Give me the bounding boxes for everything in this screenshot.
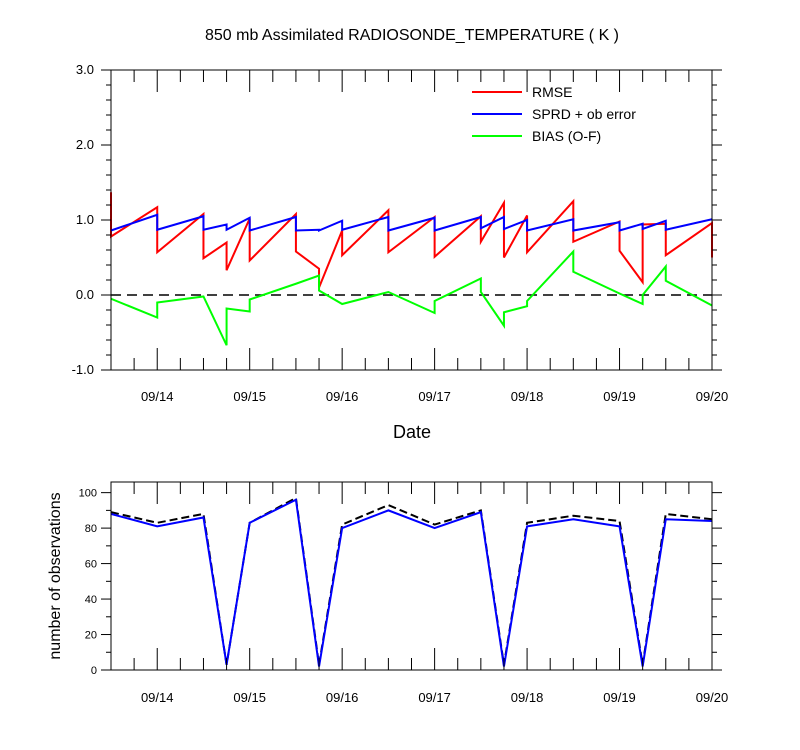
top-x-tick-labels: 09/14 09/15 09/16 09/17 09/18 09/19 09/20 (141, 389, 728, 404)
x-tick-label: 09/19 (603, 690, 636, 705)
x-tick-label: 09/14 (141, 389, 174, 404)
series-line-rmse (110, 192, 713, 288)
top-ticks (101, 69, 722, 371)
y-tick-label: 1.0 (76, 212, 94, 227)
y-tick-label: 20 (85, 630, 97, 642)
series-line-bias-o-f (110, 248, 713, 346)
chart-title: 850 mb Assimilated RADIOSONDE_TEMPERATUR… (205, 27, 619, 44)
legend-label: RMSE (532, 84, 572, 100)
bottom-ticks (101, 482, 722, 671)
x-tick-label: 09/17 (418, 690, 451, 705)
y-tick-label: 100 (79, 488, 97, 500)
x-tick-label: 09/18 (511, 389, 544, 404)
bottom-y-tick-labels: 0 20 40 60 80 100 (79, 488, 97, 677)
top-y-tick-labels: -1.0 0.0 1.0 2.0 3.0 (72, 62, 94, 377)
x-tick-label: 09/20 (696, 389, 729, 404)
y-tick-label: 0 (91, 665, 97, 677)
legend-label: SPRD + ob error (532, 106, 636, 122)
legend-label: BIAS (O-F) (532, 128, 601, 144)
top-series-group (110, 192, 713, 346)
bottom-plot-frame (110, 481, 713, 671)
series-line-assimilated-observations (110, 498, 713, 667)
x-tick-label: 09/18 (511, 690, 544, 705)
series-line-possible-observations (110, 496, 713, 665)
y-tick-label: 80 (85, 523, 97, 535)
x-tick-label: 09/16 (326, 690, 359, 705)
x-tick-label: 09/16 (326, 389, 359, 404)
x-tick-label: 09/14 (141, 690, 174, 705)
bottom-series-group (110, 496, 713, 667)
y-axis-label: number of observations (47, 492, 64, 659)
y-tick-label: -1.0 (72, 362, 94, 377)
y-tick-label: 0.0 (76, 287, 94, 302)
legend: RMSE SPRD + ob error BIAS (O-F) (472, 84, 636, 144)
y-tick-label: 40 (85, 594, 97, 606)
x-tick-label: 09/17 (418, 389, 451, 404)
y-tick-label: 2.0 (76, 137, 94, 152)
top-panel: 850 mb Assimilated RADIOSONDE_TEMPERATUR… (72, 27, 729, 442)
x-tick-label: 09/20 (696, 690, 729, 705)
y-tick-label: 3.0 (76, 62, 94, 77)
series-line-sprd-ob-error (110, 213, 713, 233)
x-axis-label: Date (393, 422, 431, 442)
y-tick-label: 60 (85, 559, 97, 571)
x-tick-label: 09/15 (233, 389, 266, 404)
x-tick-label: 09/15 (233, 690, 266, 705)
bottom-x-tick-labels: 09/14 09/15 09/16 09/17 09/18 09/19 09/20 (141, 690, 728, 705)
x-tick-label: 09/19 (603, 389, 636, 404)
